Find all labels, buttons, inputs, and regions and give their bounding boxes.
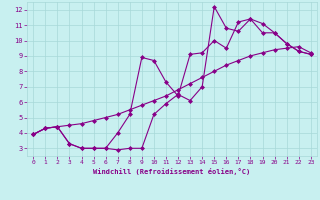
X-axis label: Windchill (Refroidissement éolien,°C): Windchill (Refroidissement éolien,°C) [93, 168, 251, 175]
